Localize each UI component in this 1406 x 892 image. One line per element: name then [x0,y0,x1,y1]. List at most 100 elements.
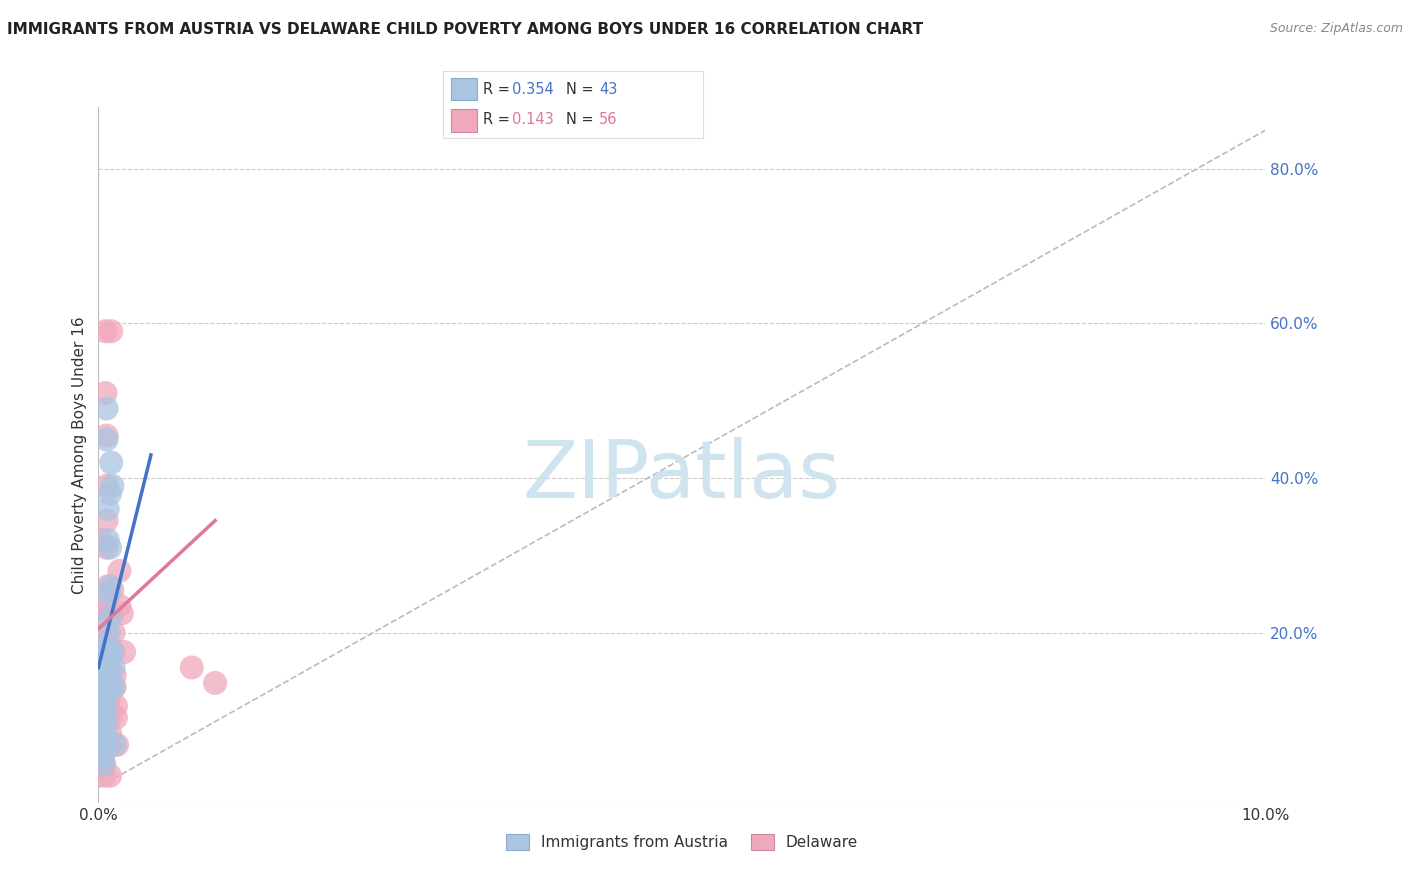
Point [100,324,122,338]
Point [97,637,120,651]
Point [98,486,121,500]
Point [98,711,121,725]
Point [97,579,120,593]
Point [103,660,125,674]
Point [98,726,121,740]
Point [91,660,114,674]
Point [104,738,127,752]
Point [90,645,112,659]
Text: R =: R = [484,81,515,96]
Text: ZIPatlas: ZIPatlas [523,437,841,515]
Point [90,533,112,547]
Point [96,433,118,447]
Point [97,691,120,706]
Point [98,610,121,624]
Point [90,699,112,714]
Point [94,653,117,667]
Point [97,676,120,690]
Point [93,683,115,698]
Point [104,711,127,725]
Point [93,706,115,721]
Point [98,579,121,593]
Bar [451,110,477,131]
Text: 56: 56 [599,112,617,128]
Point [97,587,120,601]
Point [91,749,114,764]
Point [96,541,118,555]
Point [97,533,120,547]
Point [94,668,117,682]
Point [97,502,120,516]
Point [93,757,115,772]
Point [96,479,118,493]
Point [98,769,121,783]
Point [101,583,124,598]
Text: Source: ZipAtlas.com: Source: ZipAtlas.com [1270,22,1403,36]
Point [96,428,118,442]
Point [90,630,112,644]
Point [94,706,117,721]
Point [90,614,112,628]
Point [93,645,115,659]
Point [101,607,124,621]
Text: N =: N = [567,81,599,96]
Point [97,668,120,682]
Point [90,668,112,682]
Point [101,479,124,493]
Point [91,741,114,756]
Point [93,660,115,674]
Point [90,688,112,702]
Point [91,726,114,740]
Bar [451,78,477,100]
Point [93,672,115,686]
Point [94,683,117,698]
Point [91,718,114,732]
Point [111,607,134,621]
Point [90,660,112,674]
Point [90,595,112,609]
Point [108,599,131,613]
Point [100,456,122,470]
Point [93,714,115,729]
Point [93,769,115,783]
Point [94,718,117,732]
Point [204,676,226,690]
Point [94,641,117,656]
Point [91,691,114,706]
Point [98,541,121,555]
Point [104,668,127,682]
Point [98,645,121,659]
Text: R =: R = [484,112,515,128]
Point [103,680,125,694]
Point [180,660,202,674]
Point [112,645,135,659]
Y-axis label: Child Poverty Among Boys Under 16: Child Poverty Among Boys Under 16 [72,316,87,594]
Point [104,680,127,694]
Point [101,645,124,659]
Text: 43: 43 [599,81,617,96]
Point [103,625,125,640]
Text: 0.143: 0.143 [512,112,554,128]
Point [105,738,128,752]
Text: N =: N = [567,112,599,128]
Point [108,564,131,578]
Point [93,699,115,714]
Point [93,730,115,744]
Point [98,738,121,752]
Point [97,683,120,698]
Text: IMMIGRANTS FROM AUSTRIA VS DELAWARE CHILD POVERTY AMONG BOYS UNDER 16 CORRELATIO: IMMIGRANTS FROM AUSTRIA VS DELAWARE CHIL… [7,22,924,37]
Point [91,683,114,698]
Point [97,625,120,640]
Point [104,699,127,714]
Point [94,695,117,709]
Point [91,668,114,682]
Point [90,637,112,651]
Point [90,711,112,725]
Point [97,625,120,640]
Point [98,680,121,694]
Point [91,757,114,772]
Point [96,514,118,528]
Legend: Immigrants from Austria, Delaware: Immigrants from Austria, Delaware [498,827,866,858]
Text: 0.354: 0.354 [512,81,554,96]
Point [93,723,115,737]
